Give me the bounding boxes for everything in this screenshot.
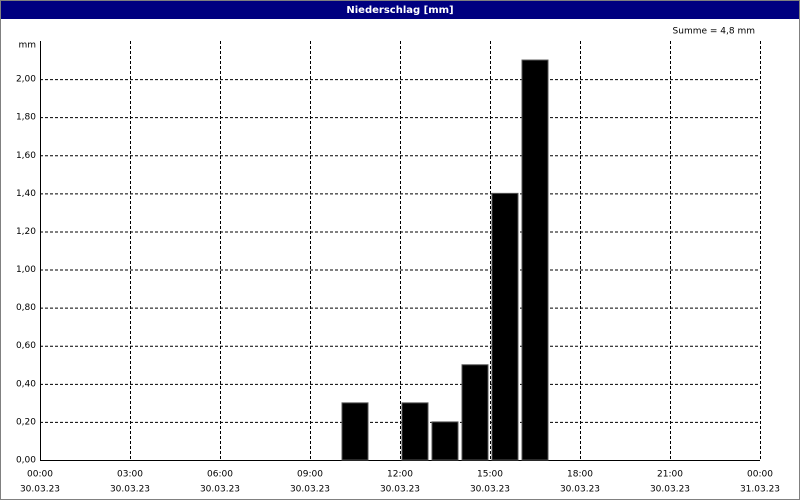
x-tick-date: 31.03.23 [740,485,780,495]
x-tick-label: 03:00 [117,470,143,480]
annotation: Summe = 4,8 mm [673,27,755,37]
x-tick-label: 00:00 [27,470,53,480]
bar [431,421,459,461]
y-tick-label: 0,80 [16,303,36,313]
x-tick-label: 12:00 [387,470,413,480]
x-tick-label: 06:00 [207,470,233,480]
x-tick-label: 21:00 [657,470,683,480]
y-tick-label: 0,20 [16,417,36,427]
x-tick-label: 15:00 [477,470,503,480]
y-tick-label: 0,40 [16,379,36,389]
y-tick-label: 1,40 [16,189,36,199]
y-tick-label: 0,60 [16,341,36,351]
y-tick-label: 2,00 [16,75,36,85]
bar [401,402,429,461]
bar [491,192,519,461]
bar [461,364,489,461]
y-tick-label: 1,00 [16,265,36,275]
x-tick-label: 00:00 [747,470,773,480]
bar [341,402,369,461]
y-tick-label: 1,80 [16,113,36,123]
x-tick-date: 30.03.23 [380,485,420,495]
x-tick-label: 18:00 [567,470,593,480]
x-tick-label: 09:00 [297,470,323,480]
y-tick-label: 1,20 [16,227,36,237]
x-tick-date: 30.03.23 [560,485,600,495]
y-tick-label: 1,60 [16,151,36,161]
x-tick-date: 30.03.23 [290,485,330,495]
x-tick-date: 30.03.23 [20,485,60,495]
bar [521,59,549,461]
title-bar [1,1,799,19]
x-tick-date: 30.03.23 [650,485,690,495]
chart-title: Niederschlag [mm] [346,5,453,16]
x-tick-date: 30.03.23 [200,485,240,495]
x-tick-date: 30.03.23 [110,485,150,495]
x-tick-date: 30.03.23 [470,485,510,495]
y-axis-label: mm [18,41,36,51]
y-tick-label: 0,00 [16,456,36,466]
